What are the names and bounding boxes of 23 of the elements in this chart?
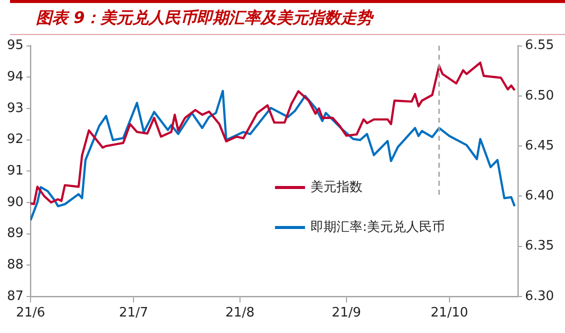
y2-tick-label: 6.30 [525,288,554,304]
y-tick-label: 87 [6,288,24,304]
y-tick-label: 92 [6,132,24,148]
y2-tick-label: 6.35 [525,238,554,254]
x-tick-label: 21/9 [332,306,361,321]
y-tick-label: 89 [6,226,24,242]
x-tick-label: 21/6 [16,306,46,321]
y-tick-label: 90 [6,194,24,210]
y-tick-label: 88 [6,257,24,272]
y-tick-label: 94 [6,70,24,84]
x-tick-label: 21/8 [225,306,255,321]
legend-label: 美元指数 [310,179,363,196]
x-tick-label: 21/7 [118,306,148,321]
y-tick-label: 91 [6,163,24,178]
legend-label: 即期汇率:美元兑人民币 [310,219,445,236]
chart-title: 图表 9：美元兑人民币即期汇率及美元指数走势 [36,8,373,27]
y-tick-label: 95 [6,38,24,54]
y2-tick-label: 6.40 [525,188,554,204]
y2-tick-label: 6.55 [525,38,554,54]
x-tick-label: 21/10 [430,306,468,321]
y-tick-label: 93 [6,100,24,116]
y2-tick-label: 6.50 [525,88,554,104]
y2-tick-label: 6.45 [525,138,554,154]
